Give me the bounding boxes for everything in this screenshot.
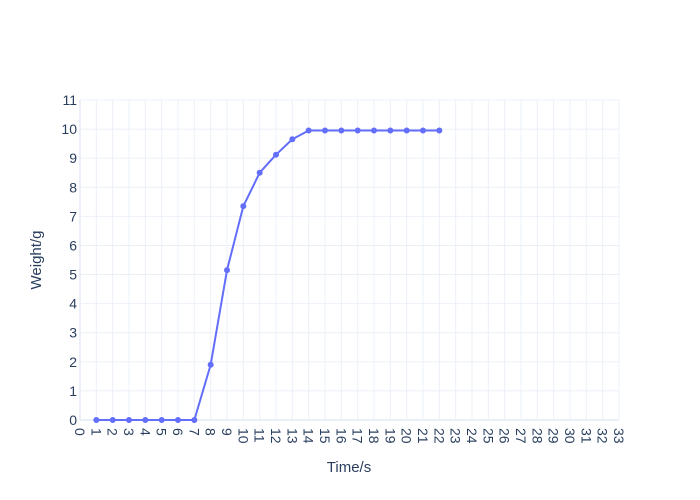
- axes: [79, 100, 619, 421]
- data-point: [224, 267, 230, 274]
- x-axis-title: Time/s: [327, 459, 371, 476]
- y-tick-label: 6: [69, 237, 77, 253]
- x-tick-label: 16: [333, 428, 349, 444]
- y-tick-label: 10: [61, 121, 77, 137]
- y-tick-label: 11: [62, 92, 77, 108]
- data-point: [403, 127, 410, 134]
- data-point: [175, 417, 181, 423]
- x-tick-label: 0: [72, 428, 88, 436]
- x-tick-label: 2: [105, 428, 121, 436]
- x-tick-label: 14: [301, 428, 317, 444]
- y-tick-label: 1: [69, 383, 77, 399]
- x-tick-label: 6: [170, 428, 186, 436]
- y-tick-label: 8: [69, 179, 77, 195]
- data-point: [142, 417, 149, 423]
- x-tick-label: 4: [137, 428, 153, 436]
- x-tick-label: 26: [497, 428, 513, 444]
- series-group: [93, 127, 443, 423]
- data-point: [273, 151, 279, 158]
- x-tick-label: 21: [415, 428, 431, 444]
- x-tick-label: 22: [431, 428, 447, 444]
- data-point: [387, 127, 394, 134]
- data-point: [256, 169, 263, 176]
- y-tick-label: 3: [69, 325, 77, 341]
- x-tick-label: 1: [88, 428, 104, 436]
- series-line: [96, 129, 440, 421]
- data-point: [289, 136, 296, 143]
- x-tick-label: 25: [480, 428, 496, 444]
- x-tick-label: 8: [203, 428, 219, 436]
- data-point: [109, 417, 116, 423]
- x-tick-label: 31: [578, 428, 594, 444]
- data-point: [420, 127, 426, 134]
- x-tick-label: 30: [562, 428, 578, 444]
- data-point: [158, 417, 165, 423]
- y-tick-label: 9: [69, 150, 77, 166]
- data-point: [93, 417, 100, 423]
- y-tick-label: 2: [69, 354, 77, 370]
- data-point: [436, 127, 443, 134]
- data-point: [240, 203, 247, 210]
- data-point: [371, 127, 377, 134]
- data-point: [322, 127, 328, 134]
- x-tick-label: 9: [219, 428, 235, 436]
- data-point: [338, 127, 345, 134]
- data-point: [305, 127, 312, 134]
- data-point: [207, 361, 214, 368]
- x-tick-label: 20: [399, 428, 415, 444]
- x-tick-label: 5: [154, 428, 170, 436]
- x-tick-label: 29: [546, 428, 562, 444]
- x-tick-label: 17: [350, 428, 366, 444]
- y-tick-label: 4: [69, 296, 77, 312]
- x-tick-label: 19: [382, 428, 398, 444]
- x-tick-label: 33: [611, 428, 627, 444]
- y-tick-label: 0: [69, 412, 77, 428]
- data-point: [354, 127, 361, 134]
- x-tick-label: 23: [448, 428, 464, 444]
- grid: [80, 99, 620, 420]
- x-tick-label: 32: [595, 428, 611, 444]
- x-tick-label: 11: [252, 428, 268, 443]
- y-axis-title: Weight/g: [28, 231, 45, 290]
- x-tick-label: 15: [317, 428, 333, 444]
- x-tick-label: 24: [464, 428, 480, 444]
- x-tick-label: 3: [121, 428, 137, 436]
- data-point: [191, 417, 198, 423]
- data-point: [126, 417, 132, 423]
- x-tick-label: 10: [235, 428, 251, 444]
- x-tick-label: 27: [513, 428, 529, 444]
- y-tick-label: 5: [69, 267, 77, 283]
- x-tick-label: 18: [366, 428, 382, 444]
- x-tick-label: 7: [186, 428, 202, 436]
- y-tick-label: 7: [69, 208, 77, 224]
- x-tick-label: 12: [268, 428, 284, 444]
- x-tick-label: 28: [529, 428, 545, 444]
- x-tick-label: 13: [284, 428, 300, 444]
